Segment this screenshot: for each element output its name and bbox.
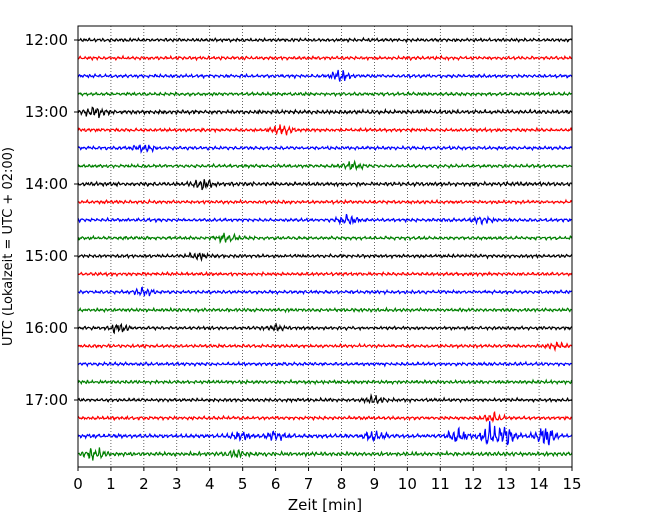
x-tick-label: 0 bbox=[73, 475, 83, 493]
trace-1430 bbox=[77, 213, 573, 226]
x-tick-label: 15 bbox=[562, 475, 581, 493]
y-axis: 12:00 13:00 14:00 15:00 16:00 17:00 bbox=[25, 31, 78, 409]
x-tick-label: 10 bbox=[398, 475, 417, 493]
y-tick-label: 16:00 bbox=[25, 319, 68, 337]
trace-1730 bbox=[77, 421, 573, 446]
trace-1230 bbox=[77, 69, 573, 82]
trace-1330 bbox=[77, 144, 573, 154]
x-tick-label: 14 bbox=[530, 475, 549, 493]
trace-1615 bbox=[77, 341, 573, 353]
trace-1530 bbox=[77, 286, 573, 297]
x-tick-label: 12 bbox=[464, 475, 483, 493]
trace-1715 bbox=[77, 410, 573, 424]
plot-frame bbox=[77, 25, 573, 468]
trace-1400 bbox=[77, 179, 573, 191]
y-tick-label: 12:00 bbox=[25, 31, 68, 49]
x-tick-label: 2 bbox=[139, 475, 149, 493]
trace-1300 bbox=[77, 106, 573, 119]
x-tick-label: 1 bbox=[106, 475, 116, 493]
trace-1700 bbox=[77, 393, 573, 405]
trace-1200 bbox=[77, 36, 573, 44]
y-axis-label: UTC (Lokalzeit = UTC + 02:00) bbox=[1, 147, 16, 346]
trace-1315 bbox=[77, 124, 573, 136]
trace-group bbox=[77, 36, 573, 461]
trace-1215 bbox=[77, 54, 573, 62]
y-tick-label: 17:00 bbox=[25, 391, 68, 409]
trace-1445 bbox=[77, 232, 573, 245]
x-tick-label: 6 bbox=[271, 475, 281, 493]
trace-1545 bbox=[77, 306, 573, 314]
trace-1745 bbox=[77, 447, 573, 461]
trace-1345 bbox=[77, 159, 573, 172]
x-tick-label: 5 bbox=[238, 475, 248, 493]
x-tick-label: 4 bbox=[205, 475, 215, 493]
x-tick-label: 9 bbox=[370, 475, 380, 493]
x-tick-label: 7 bbox=[304, 475, 314, 493]
y-tick-label: 15:00 bbox=[25, 247, 68, 265]
trace-1645 bbox=[77, 378, 573, 386]
x-tick-label: 3 bbox=[172, 475, 182, 493]
x-tick-label: 11 bbox=[431, 475, 450, 493]
trace-1515 bbox=[77, 270, 573, 278]
x-axis-label: Zeit [min] bbox=[288, 496, 362, 514]
x-tick-label: 13 bbox=[497, 475, 516, 493]
trace-1245 bbox=[77, 90, 573, 98]
trace-1415 bbox=[77, 198, 573, 206]
y-tick-label: 13:00 bbox=[25, 103, 68, 121]
trace-1500 bbox=[77, 251, 573, 263]
x-axis: 0 1 2 3 4 5 6 7 8 9 10 11 12 13 14 15 bbox=[73, 467, 582, 493]
y-tick-label: 14:00 bbox=[25, 175, 68, 193]
trace-1600 bbox=[77, 322, 573, 335]
trace-1630 bbox=[77, 360, 573, 368]
x-tick-label: 8 bbox=[337, 475, 347, 493]
